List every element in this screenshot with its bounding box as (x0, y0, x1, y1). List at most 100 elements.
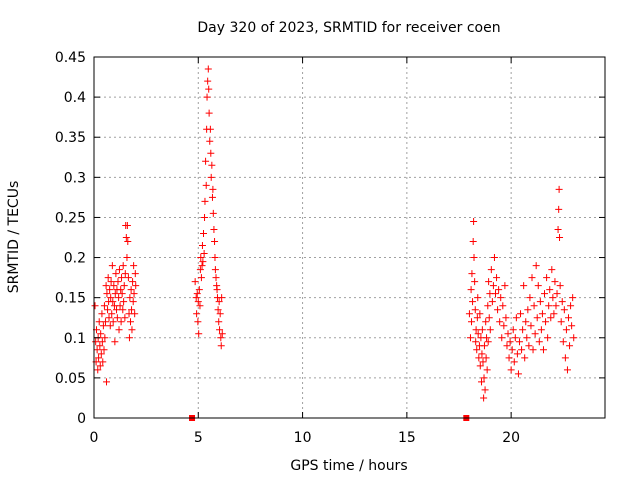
data-point (569, 294, 577, 302)
data-point (128, 306, 136, 314)
data-point (499, 302, 507, 310)
data-point (208, 161, 216, 169)
data-point (493, 274, 501, 282)
data-point (559, 338, 567, 346)
data-point (105, 314, 113, 322)
data-point (531, 330, 539, 338)
data-point (482, 318, 490, 326)
data-point (203, 93, 211, 101)
data-point (212, 274, 220, 282)
data-point (482, 354, 490, 362)
x-tick-label: 15 (398, 430, 416, 446)
data-point (195, 330, 203, 338)
data-point (479, 358, 487, 366)
data-point (95, 318, 103, 326)
data-point (101, 334, 109, 342)
data-point (111, 290, 119, 298)
y-tick-label: 0.1 (64, 331, 86, 347)
data-point (478, 378, 486, 386)
data-point (518, 346, 526, 354)
data-point (552, 302, 560, 310)
x-tick-label: 5 (194, 430, 203, 446)
data-point (113, 306, 121, 314)
data-point (538, 310, 546, 318)
data-point (205, 85, 213, 93)
data-point (200, 229, 207, 237)
data-point (497, 294, 505, 302)
data-point (119, 262, 127, 270)
data-point (99, 358, 107, 366)
data-point (556, 282, 564, 290)
data-point (557, 318, 565, 326)
data-point (500, 322, 508, 330)
data-point (94, 366, 102, 374)
data-point (108, 262, 116, 270)
data-point (103, 378, 111, 386)
data-point (201, 213, 209, 221)
data-point (529, 346, 537, 354)
data-point (473, 314, 481, 322)
data-point (209, 209, 217, 217)
data-point (104, 274, 112, 282)
data-point (501, 282, 509, 290)
data-point (544, 334, 552, 342)
data-point (522, 318, 530, 326)
data-point (211, 254, 219, 262)
data-point (480, 394, 488, 402)
y-tick-label: 0.4 (64, 90, 86, 106)
data-point (566, 342, 574, 350)
data-point (517, 310, 525, 318)
data-point (109, 298, 117, 306)
data-point (472, 338, 480, 346)
data-point (528, 274, 536, 282)
data-point (196, 302, 204, 310)
data-point (469, 298, 477, 306)
data-point (523, 334, 531, 342)
data-point (508, 346, 516, 354)
data-point (205, 109, 213, 117)
data-point (503, 342, 511, 350)
data-point (211, 238, 219, 246)
data-point (474, 294, 482, 302)
data-point (129, 298, 137, 306)
data-point (534, 282, 542, 290)
data-point (100, 302, 108, 310)
data-point (115, 326, 123, 334)
axis-ticks: 0 0.05 0.1 0.15 0.2 0.25 0.3 0.35 0.4 0.45 0 5 10 15 2… (55, 50, 605, 446)
data-point (217, 342, 225, 350)
data-point (554, 225, 562, 233)
data-point (555, 205, 563, 213)
data-point (560, 306, 568, 314)
x-axis-label: GPS time / hours (290, 458, 407, 474)
data-point (122, 234, 130, 241)
data-point (208, 193, 216, 201)
data-point (478, 350, 486, 358)
data-point (470, 217, 478, 225)
data-point (215, 318, 223, 326)
data-point (99, 322, 107, 330)
data-point (108, 310, 116, 318)
y-tick-label: 0.25 (55, 210, 86, 226)
data-point (476, 310, 484, 318)
chart-title: Day 320 of 2023, SRMTID for receiver coe… (197, 20, 500, 36)
data-point (107, 278, 115, 286)
data-point (218, 330, 226, 338)
data-point (199, 258, 207, 266)
data-point (210, 225, 218, 233)
y-tick-label: 0.3 (64, 170, 86, 186)
data-point (117, 286, 125, 294)
data-point (95, 354, 103, 362)
data-point (110, 282, 118, 290)
grid-layer (94, 57, 605, 418)
data-point (216, 310, 224, 318)
data-point (130, 290, 138, 298)
data-point (476, 362, 484, 370)
data-point (530, 302, 538, 310)
y-tick-label: 0.45 (55, 50, 86, 66)
data-point (202, 157, 210, 165)
x-tick-label: 0 (90, 430, 99, 446)
data-point (103, 290, 111, 298)
data-point (207, 173, 215, 181)
data-point (204, 65, 212, 73)
data-point (526, 294, 534, 302)
